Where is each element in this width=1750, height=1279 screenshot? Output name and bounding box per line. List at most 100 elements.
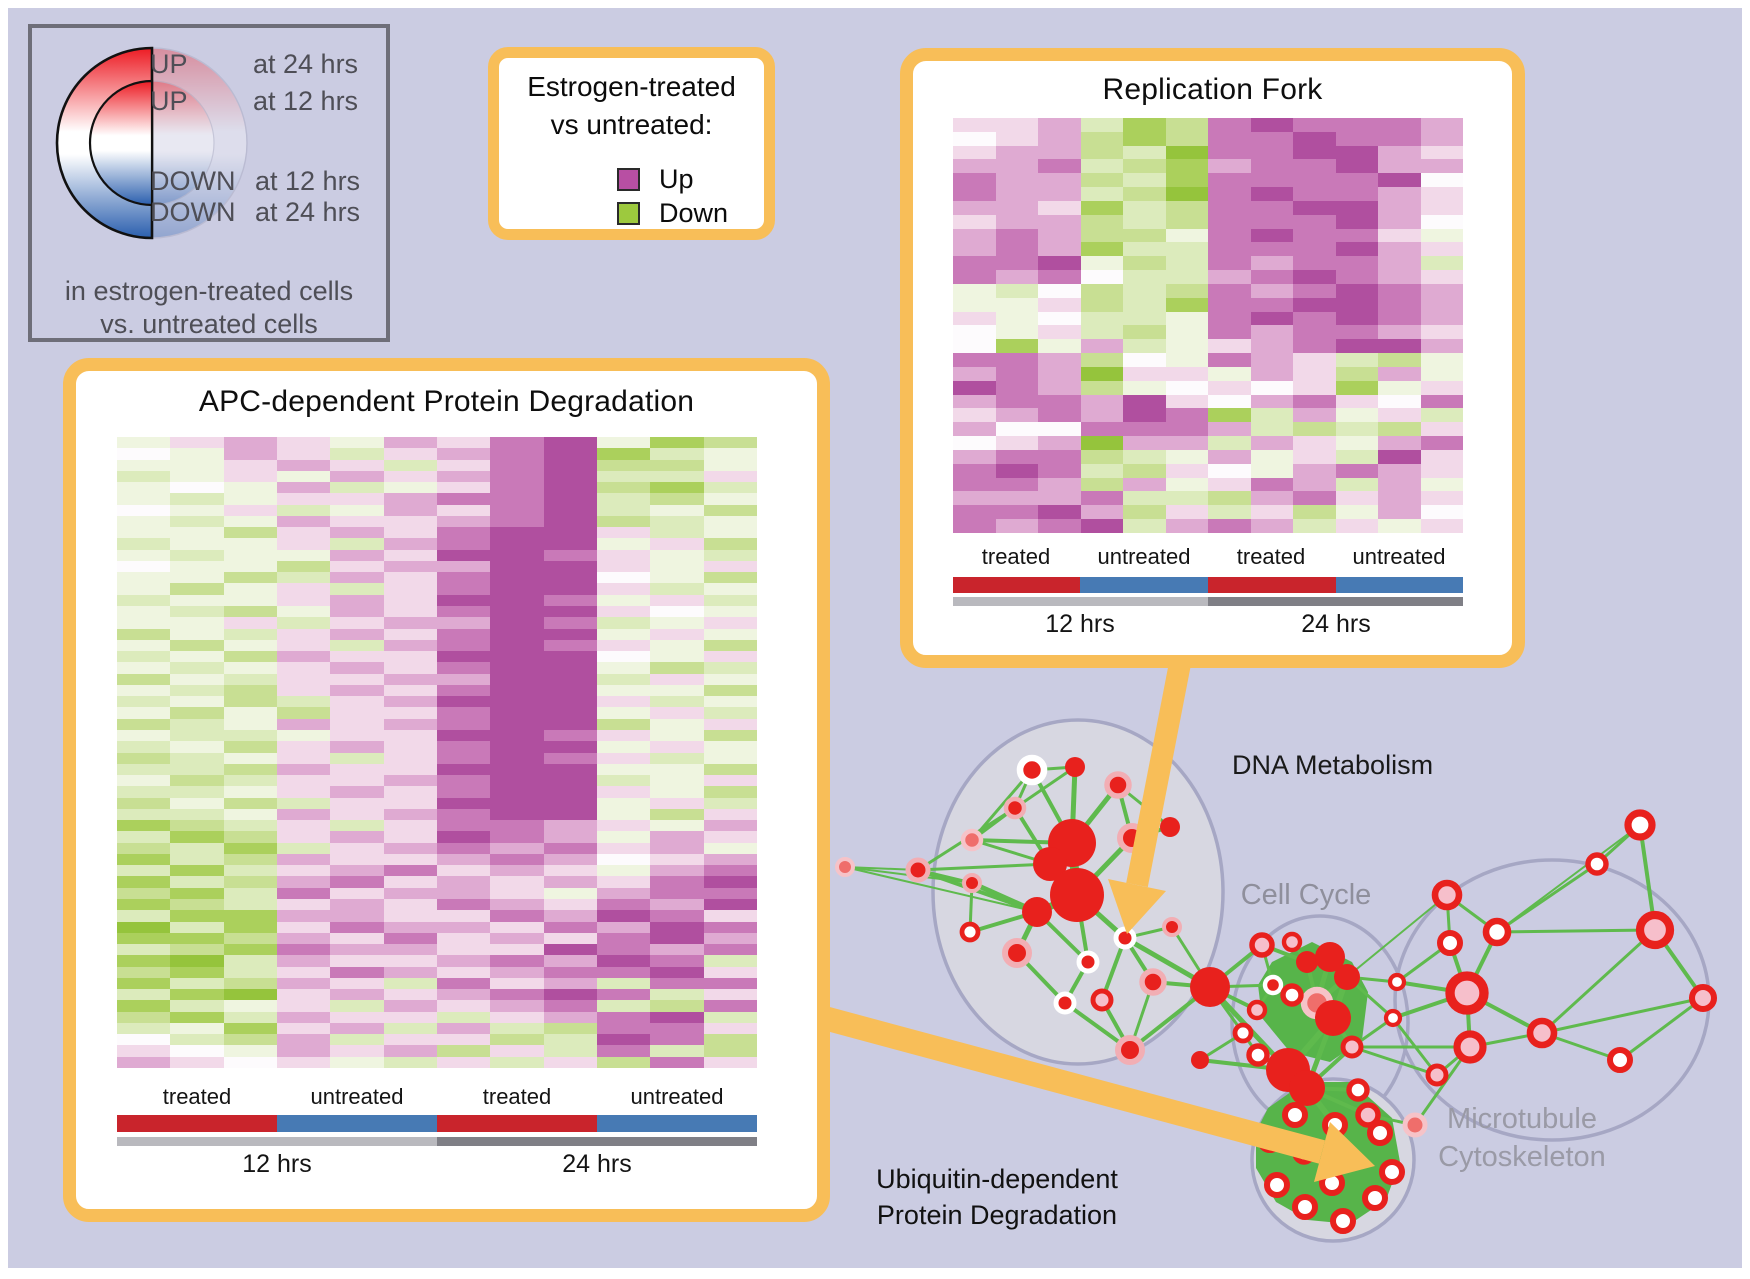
gene-node [1050, 868, 1104, 922]
legend-up-12-word: UP [150, 86, 188, 116]
legend-up-24-word: UP [150, 49, 188, 79]
gene-node [1624, 809, 1656, 841]
callout-arrow-shaft-0 [1126, 645, 1194, 888]
legend-circle-inner [88, 79, 154, 207]
network-edge [1496, 928, 1656, 934]
legend-down-12-word: DOWN [150, 166, 236, 196]
gene-node [1282, 1102, 1308, 1128]
apc-panel: APC-dependent Protein Degradation [63, 358, 830, 1222]
gene-node [1289, 1070, 1325, 1106]
gene-node [1379, 1159, 1405, 1185]
legend-down-12-time: at 12 hrs [255, 166, 361, 196]
gene-node [1437, 930, 1463, 956]
apc-title: APC-dependent Protein Degradation [198, 385, 695, 418]
gene-node [962, 873, 982, 893]
gene-node [1688, 983, 1718, 1013]
gene-node [1445, 971, 1489, 1015]
down-swatch [617, 202, 640, 225]
updown-legend-title-line2: vs untreated: [550, 109, 713, 140]
network-edge [970, 769, 1034, 841]
gene-node [1246, 999, 1268, 1021]
network-edge [1014, 765, 1076, 810]
gene-node [1262, 974, 1284, 996]
replication-fork-title: Replication Fork [1102, 73, 1323, 106]
gene-node [1330, 1208, 1356, 1234]
gene-node [1292, 1194, 1318, 1220]
gene-node [1387, 972, 1407, 992]
gene-node [1249, 932, 1275, 958]
gene-node [1113, 926, 1137, 950]
callout-arrow-head-1 [1314, 1122, 1375, 1182]
gene-node [1003, 796, 1027, 820]
gene-node [1264, 1172, 1290, 1198]
legend-up-24-time: at 24 hrs [253, 49, 359, 79]
gene-node [1022, 897, 1052, 927]
gene-node [1526, 1017, 1558, 1049]
gene-node [1383, 1008, 1403, 1028]
gene-node [1280, 983, 1304, 1007]
gene-node [835, 857, 855, 877]
gene-node [1453, 1030, 1487, 1064]
up-swatch-label: Up [659, 164, 694, 194]
updown-legend-title-line1: Estrogen-treated [527, 71, 736, 102]
gene-node [1402, 1112, 1428, 1138]
gene-node [1016, 754, 1048, 786]
network-edge [844, 866, 1038, 913]
gene-node [1160, 817, 1180, 837]
gene-node [1104, 771, 1132, 799]
gene-node [959, 921, 981, 943]
gene-node [1139, 968, 1167, 996]
up-swatch [617, 168, 640, 191]
gene-node [1246, 1043, 1270, 1067]
network-edge [917, 862, 1051, 872]
gene-node [1362, 1185, 1388, 1211]
gene-node [1635, 910, 1675, 950]
network-edge [1346, 894, 1448, 978]
legend-caption-line1: in estrogen-treated cells [64, 276, 354, 306]
gene-node [1431, 879, 1463, 911]
gene-node [1340, 1035, 1364, 1059]
gene-node [1281, 931, 1303, 953]
gene-node [1367, 1120, 1393, 1146]
gene-node [1482, 917, 1512, 947]
gene-node [1607, 1047, 1633, 1073]
callout-arrow-shaft-1 [761, 990, 1326, 1164]
color-scale-legend: UP at 24 hrs UP at 12 hrs DOWN at 12 hrs… [28, 24, 390, 342]
gene-node [1033, 847, 1067, 881]
network-edge [1540, 928, 1657, 1035]
legend-circle-inner-faded [151, 80, 215, 206]
network-edge [1619, 996, 1704, 1062]
gene-node [1315, 942, 1345, 972]
gene-node [1296, 951, 1318, 973]
gene-node [1076, 950, 1100, 974]
gene-node [905, 857, 931, 883]
gene-node [1334, 964, 1360, 990]
gene-node [1053, 991, 1077, 1015]
network-edge [1351, 1045, 1438, 1077]
gene-node [1190, 967, 1230, 1007]
network-edge [1541, 996, 1704, 1035]
gene-node [1315, 1000, 1351, 1036]
gene-node [1585, 852, 1609, 876]
gene-node [1355, 1102, 1381, 1128]
gene-node [1090, 988, 1114, 1012]
gene-node [1425, 1063, 1449, 1087]
gene-node [1115, 1035, 1145, 1065]
gene-node [1346, 1078, 1370, 1102]
callout-arrow-head-0 [1108, 879, 1166, 934]
gene-node [1191, 1051, 1209, 1069]
gene-node [1065, 757, 1085, 777]
updown-legend-panel: Estrogen-treated vs untreated: Up Down [488, 47, 775, 240]
gene-node [1002, 938, 1032, 968]
gene-node [960, 828, 984, 852]
gene-node [1232, 1022, 1254, 1044]
legend-caption-line2: vs. untreated cells [100, 309, 318, 339]
legend-down-24-word: DOWN [150, 197, 236, 227]
network-edge [1496, 824, 1641, 933]
replication-fork-panel: Replication Fork [900, 48, 1525, 668]
legend-up-12-time: at 12 hrs [253, 86, 359, 116]
legend-down-24-time: at 24 hrs [255, 197, 361, 227]
gene-node [1162, 917, 1182, 937]
